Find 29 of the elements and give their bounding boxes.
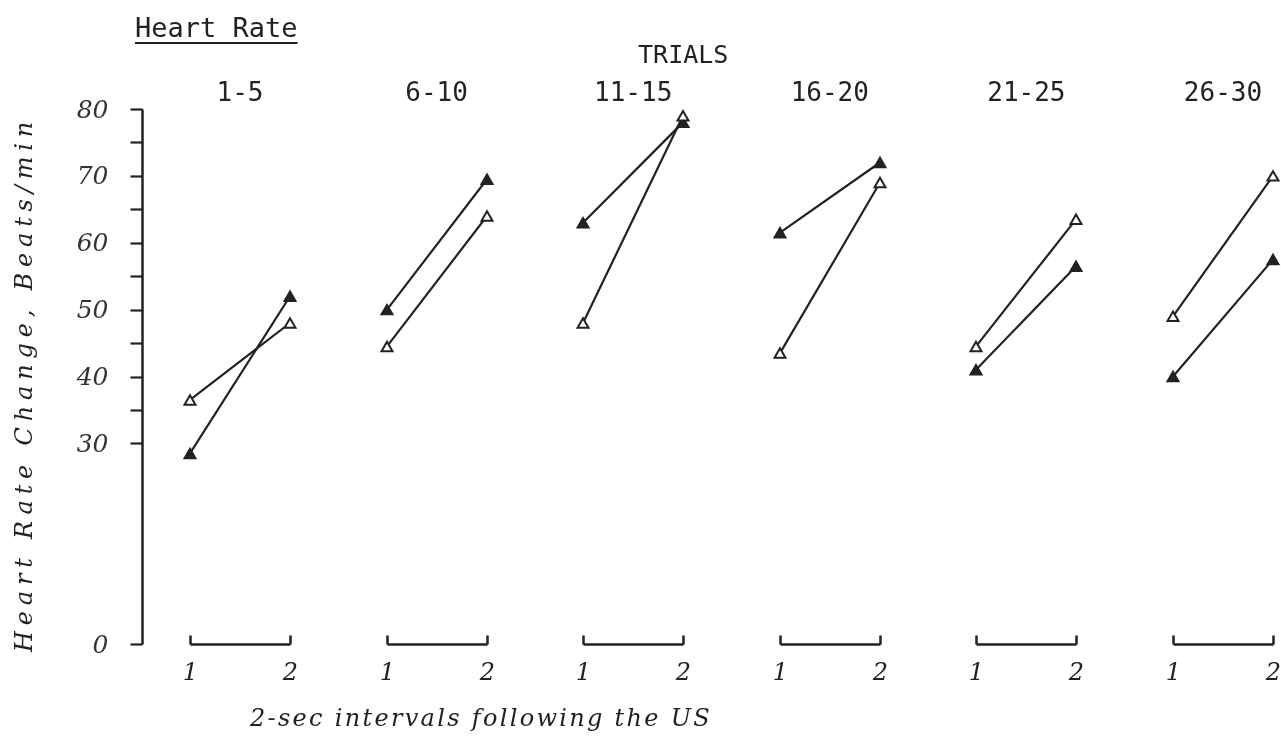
x-tick-label: 2 xyxy=(675,657,692,686)
x-tick-label: 1 xyxy=(182,657,199,686)
x-tick-label: 2 xyxy=(871,657,888,686)
x-tick-label: 1 xyxy=(576,657,592,686)
x-tick-label: 2 xyxy=(478,657,495,686)
chart-title: 26-30 xyxy=(1183,77,1263,107)
text: TRIALS xyxy=(638,40,729,69)
chart-title: 6-10 xyxy=(405,77,468,107)
chart-title: 1-5 xyxy=(216,77,264,107)
x-tick-label: 2 xyxy=(281,657,299,686)
y-tick-label: 60 xyxy=(76,228,109,258)
x-axis-title: 2-sec intervals following the US xyxy=(250,704,712,732)
chart-title: 11-15 xyxy=(594,77,673,107)
x-tick-label: 1 xyxy=(379,657,395,686)
y-axis-title: Heart Rate Change, Beats/min xyxy=(10,116,38,652)
x-tick-label: 2 xyxy=(1264,657,1281,686)
y-tick-label: 0 xyxy=(92,629,109,659)
chart-title: 21-25 xyxy=(987,77,1066,107)
y-tick-label: 40 xyxy=(75,362,109,391)
y-tick-label: 50 xyxy=(76,295,109,325)
y-tick-label: 30 xyxy=(76,428,109,458)
x-tick-label: 1 xyxy=(772,657,788,686)
x-tick-label: 2 xyxy=(1068,657,1085,686)
y-tick-label: 70 xyxy=(76,161,109,191)
y-tick-label: 80 xyxy=(76,94,109,124)
text: Heart Rate xyxy=(135,12,298,43)
x-tick-label: 1 xyxy=(969,657,985,686)
x-tick-label: 1 xyxy=(1165,657,1182,686)
chart-title: 16-20 xyxy=(790,77,869,107)
